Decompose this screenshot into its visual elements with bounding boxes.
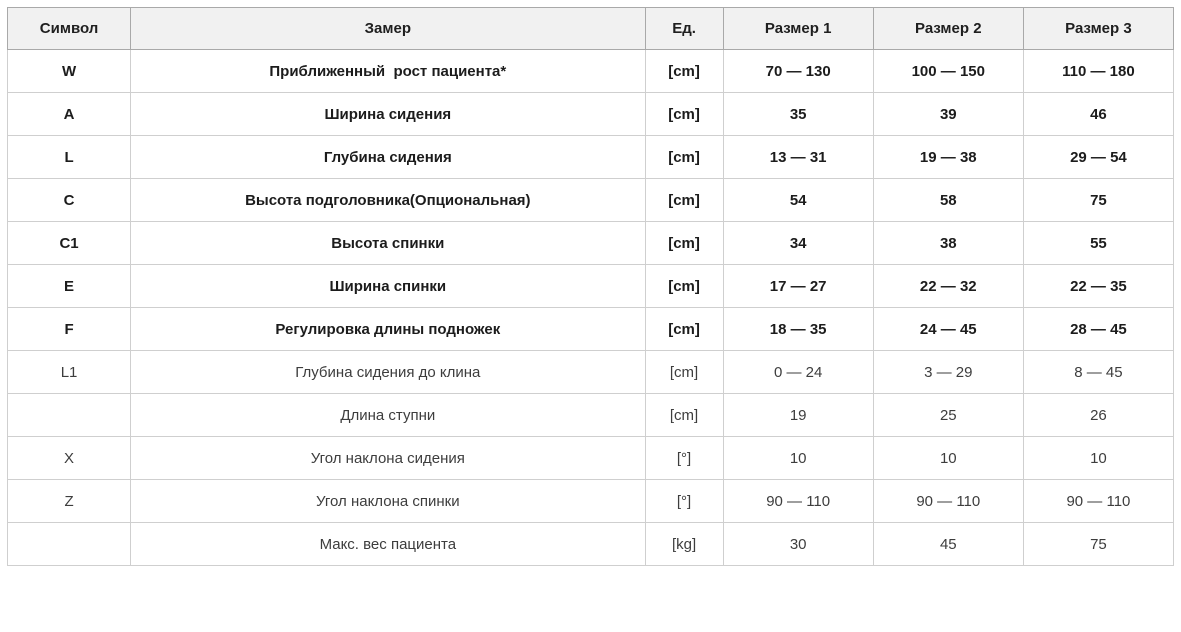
size2-cell: 24 — 45 [872,307,1024,351]
table-row: Z Угол наклона спинки [°] 90 — 110 90 — … [6,479,1175,523]
table-row: L1 Глубина сидения до клина [cm] 0 — 24 … [6,350,1175,394]
size1-cell: 30 [722,522,874,566]
size3-cell: 8 — 45 [1022,350,1175,394]
size3-cell: 28 — 45 [1022,307,1175,351]
size1-cell: 19 [722,393,874,437]
size3-cell: 75 [1022,178,1175,222]
unit-cell: [kg] [644,522,724,566]
column-header-symbol: Символ [6,7,132,50]
symbol-cell: W [6,49,132,93]
symbol-cell: A [6,92,132,136]
measure-cell: Глубина сидения до клина [130,350,646,394]
measure-cell: Ширина сидения [130,92,646,136]
size1-cell: 10 [722,436,874,480]
size1-cell: 34 [722,221,874,265]
size2-cell: 25 [872,393,1024,437]
size3-cell: 10 [1022,436,1175,480]
table-row: C1 Высота спинки [cm] 34 38 55 [6,221,1175,265]
measure-cell: Высота спинки [130,221,646,265]
symbol-cell: X [6,436,132,480]
table-row: L Глубина сидения [cm] 13 — 31 19 — 38 2… [6,135,1175,179]
size1-cell: 54 [722,178,874,222]
size1-cell: 13 — 31 [722,135,874,179]
symbol-cell [6,522,132,566]
measure-cell: Глубина сидения [130,135,646,179]
column-header-size2: Размер 2 [872,7,1024,50]
unit-cell: [cm] [644,393,724,437]
measure-cell: Длина ступни [130,393,646,437]
symbol-cell [6,393,132,437]
symbol-cell: L1 [6,350,132,394]
unit-cell: [cm] [644,92,724,136]
column-header-size3: Размер 3 [1022,7,1175,50]
size2-cell: 45 [872,522,1024,566]
size3-cell: 29 — 54 [1022,135,1175,179]
table-row: A Ширина сидения [cm] 35 39 46 [6,92,1175,136]
unit-cell: [°] [644,479,724,523]
size3-cell: 26 [1022,393,1175,437]
size2-cell: 39 [872,92,1024,136]
size3-cell: 22 — 35 [1022,264,1175,308]
size3-cell: 55 [1022,221,1175,265]
size2-cell: 19 — 38 [872,135,1024,179]
table-row: Длина ступни [cm] 19 25 26 [6,393,1175,437]
size1-cell: 35 [722,92,874,136]
size3-cell: 110 — 180 [1022,49,1175,93]
measure-cell: Высота подголовника(Опциональная) [130,178,646,222]
symbol-cell: C [6,178,132,222]
column-header-size1: Размер 1 [722,7,874,50]
column-header-measure: Замер [130,7,646,50]
size1-cell: 17 — 27 [722,264,874,308]
size1-cell: 18 — 35 [722,307,874,351]
size1-cell: 70 — 130 [722,49,874,93]
table-header-row: Символ Замер Ед. Размер 1 Размер 2 Разме… [6,7,1175,50]
measure-cell: Угол наклона сидения [130,436,646,480]
table-row: Макс. вес пациента [kg] 30 45 75 [6,522,1175,566]
size2-cell: 38 [872,221,1024,265]
size2-cell: 22 — 32 [872,264,1024,308]
table-row: X Угол наклона сидения [°] 10 10 10 [6,436,1175,480]
symbol-cell: F [6,307,132,351]
unit-cell: [cm] [644,264,724,308]
table-row: E Ширина спинки [cm] 17 — 27 22 — 32 22 … [6,264,1175,308]
symbol-cell: Z [6,479,132,523]
measure-cell: Приближенный рост пациента* [130,49,646,93]
size3-cell: 46 [1022,92,1175,136]
unit-cell: [cm] [644,221,724,265]
unit-cell: [°] [644,436,724,480]
table-row: F Регулировка длины подножек [cm] 18 — 3… [6,307,1175,351]
unit-cell: [cm] [644,49,724,93]
size3-cell: 90 — 110 [1022,479,1175,523]
table-row: C Высота подголовника(Опциональная) [cm]… [6,178,1175,222]
size-spec-table: Символ Замер Ед. Размер 1 Размер 2 Разме… [6,7,1175,566]
size1-cell: 0 — 24 [722,350,874,394]
unit-cell: [cm] [644,307,724,351]
unit-cell: [cm] [644,178,724,222]
size1-cell: 90 — 110 [722,479,874,523]
table-row: W Приближенный рост пациента* [cm] 70 — … [6,49,1175,93]
symbol-cell: L [6,135,132,179]
measure-cell: Ширина спинки [130,264,646,308]
unit-cell: [cm] [644,135,724,179]
size2-cell: 100 — 150 [872,49,1024,93]
symbol-cell: C1 [6,221,132,265]
measure-cell: Регулировка длины подножек [130,307,646,351]
size2-cell: 90 — 110 [872,479,1024,523]
size2-cell: 10 [872,436,1024,480]
size2-cell: 3 — 29 [872,350,1024,394]
measure-cell: Макс. вес пациента [130,522,646,566]
symbol-cell: E [6,264,132,308]
notes-block: ВНИМАНИЕ: Допуск размеров указанных в та… [7,579,1174,632]
size2-cell: 58 [872,178,1024,222]
measure-cell: Угол наклона спинки [130,479,646,523]
column-header-unit: Ед. [644,7,724,50]
size3-cell: 75 [1022,522,1175,566]
unit-cell: [cm] [644,350,724,394]
